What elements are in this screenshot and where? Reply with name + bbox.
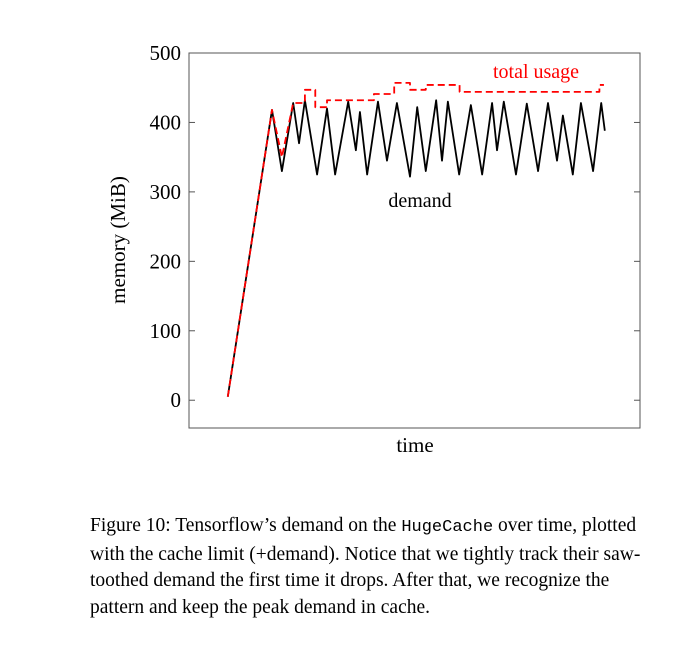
ytick-label: 300	[150, 180, 182, 204]
ytick-label: 0	[171, 388, 182, 412]
x-axis-label: time	[396, 433, 433, 457]
series-total-usage	[226, 81, 604, 397]
figure-caption: Figure 10: Tensorflow’s demand on the Hu…	[90, 513, 662, 621]
caption-suffix: over time, plotted with the cache limit …	[90, 515, 641, 618]
plot-frame	[188, 52, 641, 429]
annotation-demand: demand	[388, 190, 451, 212]
ytick-label: 100	[150, 319, 182, 343]
caption-prefix: Figure 10: Tensorflow’s demand on the	[90, 515, 402, 536]
ytick-label: 200	[150, 249, 182, 273]
y-axis-label: memory (MiB)	[106, 176, 130, 304]
annotation-total-usage: total usage	[493, 61, 579, 83]
series-demand	[226, 99, 606, 397]
ytick-label: 400	[150, 110, 182, 134]
caption-code: HugeCache	[401, 518, 494, 537]
ytick-label: 500	[150, 41, 182, 65]
